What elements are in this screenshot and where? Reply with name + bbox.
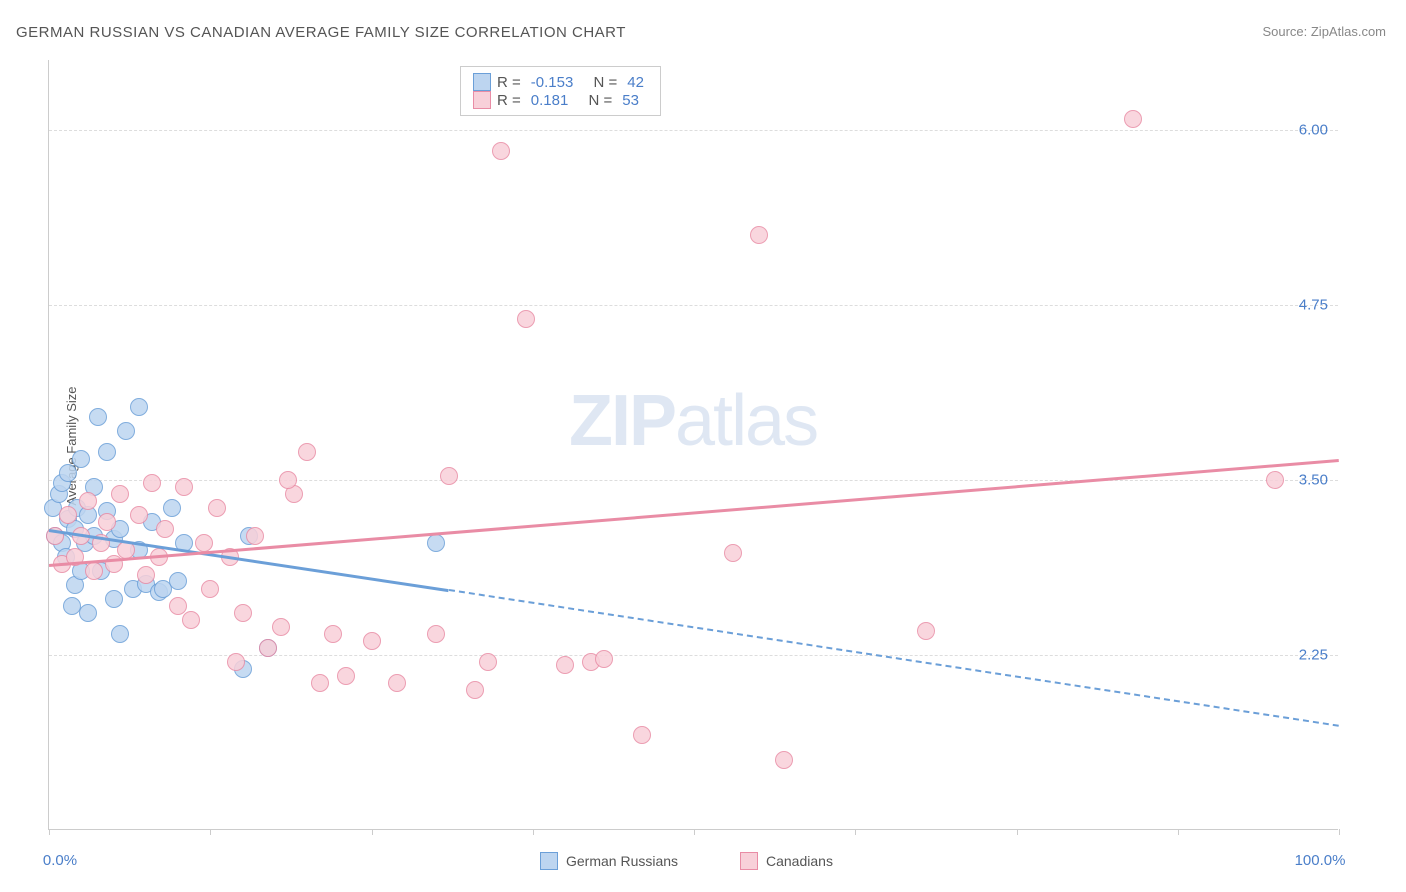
scatter-point xyxy=(324,625,342,643)
stats-legend-row: R = -0.153 N = 42 xyxy=(473,73,648,91)
scatter-point xyxy=(556,656,574,674)
scatter-point xyxy=(59,506,77,524)
scatter-point xyxy=(272,618,290,636)
x-tick xyxy=(1017,829,1018,835)
trend-line xyxy=(49,459,1339,566)
plot-area: ZIPatlas 2.25 3.50 4.75 6.00 xyxy=(48,60,1338,830)
scatter-point xyxy=(72,450,90,468)
scatter-point xyxy=(311,674,329,692)
scatter-point xyxy=(156,520,174,538)
scatter-point xyxy=(259,639,277,657)
scatter-point xyxy=(492,142,510,160)
stats-legend-row: R = 0.181 N = 53 xyxy=(473,91,648,109)
x-tick xyxy=(855,829,856,835)
legend-swatch-icon xyxy=(540,852,558,870)
scatter-point xyxy=(169,572,187,590)
scatter-point xyxy=(111,625,129,643)
series-legend: Canadians xyxy=(740,852,833,870)
scatter-point xyxy=(750,226,768,244)
r-value: 0.181 xyxy=(531,92,569,109)
scatter-point xyxy=(775,751,793,769)
scatter-point xyxy=(337,667,355,685)
y-tick-label: 4.75 xyxy=(1299,297,1328,314)
series-label: German Russians xyxy=(566,853,678,869)
scatter-point xyxy=(234,604,252,622)
scatter-point xyxy=(246,527,264,545)
scatter-point xyxy=(117,422,135,440)
scatter-point xyxy=(98,513,116,531)
x-tick xyxy=(49,829,50,835)
y-tick-label: 6.00 xyxy=(1299,122,1328,139)
x-axis-max-label: 100.0% xyxy=(1295,852,1346,869)
scatter-point xyxy=(1124,110,1142,128)
scatter-point xyxy=(724,544,742,562)
scatter-point xyxy=(79,604,97,622)
scatter-point xyxy=(163,499,181,517)
x-tick xyxy=(210,829,211,835)
source-attribution: Source: ZipAtlas.com xyxy=(1262,24,1386,39)
scatter-point xyxy=(98,443,116,461)
scatter-point xyxy=(175,478,193,496)
scatter-point xyxy=(427,534,445,552)
scatter-point xyxy=(59,464,77,482)
legend-swatch-icon xyxy=(473,73,491,91)
scatter-point xyxy=(466,681,484,699)
scatter-point xyxy=(143,474,161,492)
scatter-point xyxy=(85,562,103,580)
scatter-point xyxy=(363,632,381,650)
scatter-point xyxy=(440,467,458,485)
n-value: 53 xyxy=(622,92,639,109)
gridline xyxy=(49,305,1338,306)
scatter-point xyxy=(105,590,123,608)
scatter-point xyxy=(298,443,316,461)
chart-title: GERMAN RUSSIAN VS CANADIAN AVERAGE FAMIL… xyxy=(16,24,626,41)
r-value: -0.153 xyxy=(531,74,574,91)
watermark: ZIPatlas xyxy=(569,380,817,462)
n-value: 42 xyxy=(627,74,644,91)
scatter-point xyxy=(479,653,497,671)
n-label: N = xyxy=(588,92,612,109)
scatter-point xyxy=(79,492,97,510)
scatter-point xyxy=(201,580,219,598)
scatter-point xyxy=(208,499,226,517)
scatter-point xyxy=(279,471,297,489)
legend-swatch-icon xyxy=(740,852,758,870)
watermark-bold: ZIP xyxy=(569,381,675,461)
series-label: Canadians xyxy=(766,853,833,869)
scatter-point xyxy=(111,485,129,503)
scatter-point xyxy=(517,310,535,328)
scatter-point xyxy=(89,408,107,426)
x-tick xyxy=(1339,829,1340,835)
x-tick xyxy=(372,829,373,835)
gridline xyxy=(49,130,1338,131)
scatter-point xyxy=(227,653,245,671)
scatter-point xyxy=(427,625,445,643)
scatter-point xyxy=(633,726,651,744)
series-legend: German Russians xyxy=(540,852,678,870)
stats-legend: R = -0.153 N = 42 R = 0.181 N = 53 xyxy=(460,66,661,116)
watermark-light: atlas xyxy=(675,381,817,461)
scatter-point xyxy=(195,534,213,552)
legend-swatch-icon xyxy=(473,91,491,109)
gridline xyxy=(49,480,1338,481)
scatter-point xyxy=(182,611,200,629)
n-label: N = xyxy=(593,74,617,91)
scatter-point xyxy=(130,398,148,416)
x-tick xyxy=(694,829,695,835)
y-tick-label: 3.50 xyxy=(1299,472,1328,489)
scatter-point xyxy=(917,622,935,640)
scatter-point xyxy=(595,650,613,668)
x-tick xyxy=(533,829,534,835)
scatter-point xyxy=(388,674,406,692)
r-label: R = xyxy=(497,92,521,109)
r-label: R = xyxy=(497,74,521,91)
scatter-point xyxy=(130,506,148,524)
y-tick-label: 2.25 xyxy=(1299,647,1328,664)
x-axis-min-label: 0.0% xyxy=(43,852,77,869)
scatter-point xyxy=(137,566,155,584)
x-tick xyxy=(1178,829,1179,835)
scatter-point xyxy=(1266,471,1284,489)
